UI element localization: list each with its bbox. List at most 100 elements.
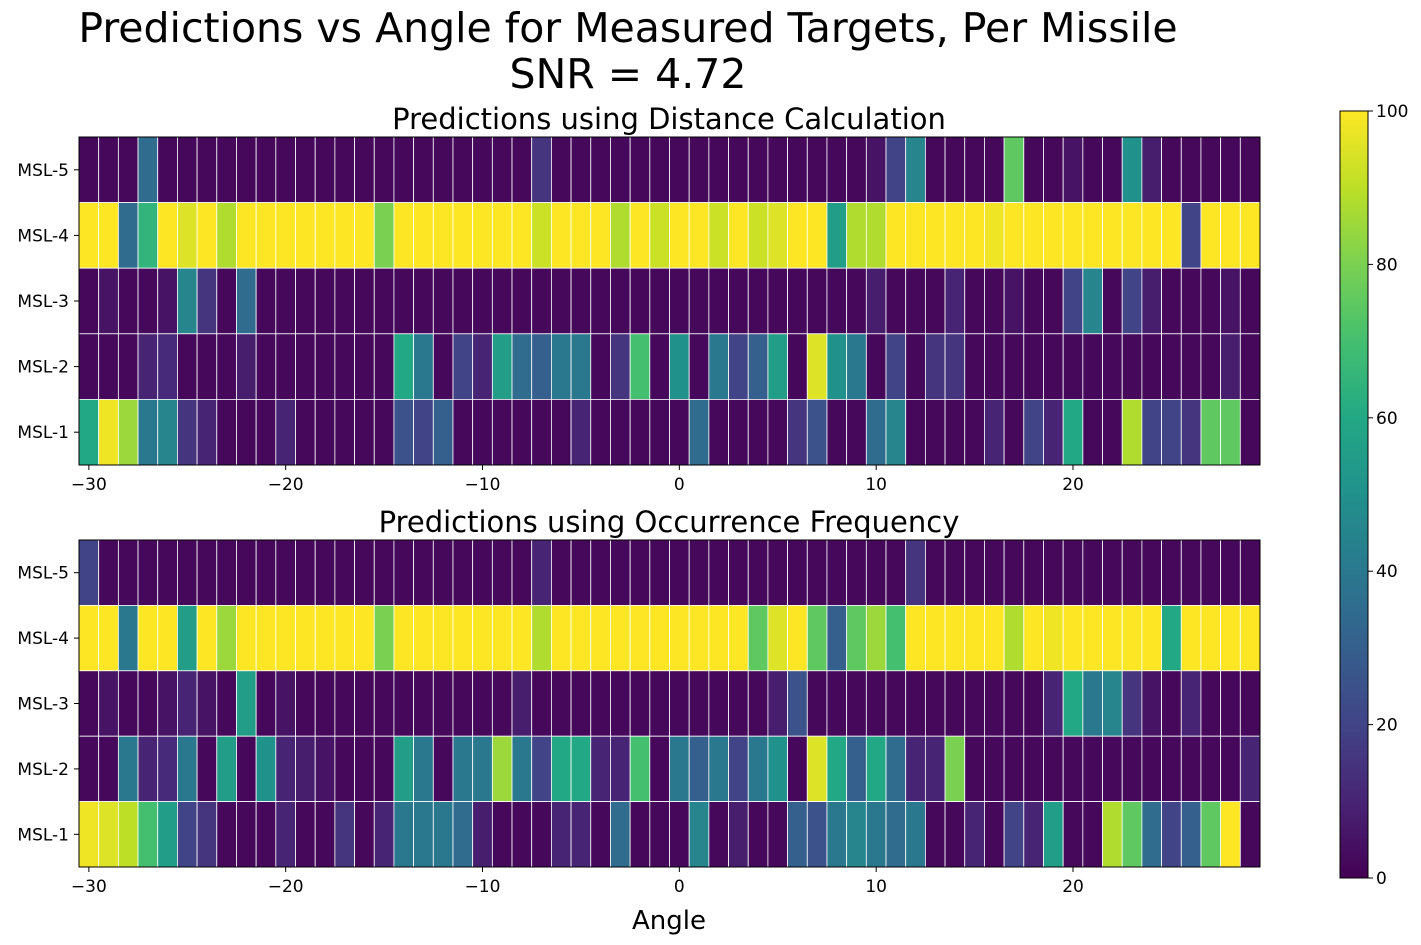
heatmap-cell: [295, 398, 316, 466]
heatmap-cell: [137, 202, 159, 269]
heatmap-cell: [767, 398, 789, 466]
heatmap-cell: [590, 267, 611, 335]
heatmap-cell: [865, 539, 887, 606]
heatmap-cell: [314, 539, 336, 606]
heatmap-cell: [491, 398, 513, 466]
heatmap-cell: [944, 136, 966, 203]
heatmap-cell: [295, 202, 316, 269]
heatmap-cell: [78, 801, 100, 868]
heatmap-cell: [747, 605, 769, 672]
x-tick-label: 0: [674, 877, 685, 897]
heatmap-cell: [1180, 539, 1202, 606]
heatmap-cell: [295, 333, 316, 400]
heatmap-cell: [236, 670, 257, 737]
heatmap-cell: [1082, 670, 1103, 737]
heatmap-cell: [728, 801, 749, 868]
heatmap-cell: [629, 267, 651, 335]
heatmap-cell: [216, 333, 237, 400]
heatmap-cell: [216, 136, 237, 203]
heatmap-cell: [177, 801, 198, 868]
heatmap-cell: [1121, 398, 1143, 466]
heatmap-cell: [924, 333, 946, 400]
heatmap-cell: [531, 801, 552, 868]
heatmap-cell: [669, 202, 690, 269]
heatmap-cell: [1239, 333, 1261, 400]
heatmap-cell: [610, 670, 631, 737]
heatmap-cell: [1121, 267, 1143, 335]
heatmap-cell: [767, 202, 789, 269]
heatmap-cell: [255, 605, 277, 672]
heatmap-cell: [255, 136, 277, 203]
heatmap-cell: [767, 136, 789, 203]
heatmap-cell: [472, 202, 493, 269]
heatmap-cell: [1141, 202, 1162, 269]
heatmap-cell: [472, 605, 493, 672]
heatmap-cell: [1102, 398, 1123, 466]
heatmap-cell: [610, 735, 631, 803]
heatmap-cell: [767, 670, 789, 737]
heatmap-cell: [472, 267, 493, 335]
heatmap-cell: [373, 398, 395, 466]
heatmap-cell: [590, 801, 611, 868]
heatmap-cell: [1200, 398, 1222, 466]
heatmap-cell: [78, 605, 100, 672]
heatmap-cell: [1121, 539, 1143, 606]
heatmap-cell: [452, 398, 474, 466]
heatmap-cell: [1062, 670, 1084, 737]
heatmap-cell: [924, 801, 946, 868]
heatmap-cell: [885, 735, 907, 803]
heatmap-cell: [708, 267, 729, 335]
heatmap-cell: [1220, 735, 1241, 803]
heatmap-cell: [806, 801, 828, 868]
heatmap-cell: [452, 267, 474, 335]
heatmap-cell: [255, 333, 277, 400]
heatmap-cell: [944, 735, 966, 803]
heatmap-cell: [767, 267, 789, 335]
heatmap-cell: [944, 202, 966, 269]
heatmap-cell: [1220, 333, 1241, 400]
heatmap-cell: [334, 267, 355, 335]
heatmap-cell: [649, 398, 670, 466]
heatmap-cell: [1121, 202, 1143, 269]
heatmap-cell: [1102, 136, 1123, 203]
heatmap-cell: [275, 801, 296, 868]
heatmap-cell: [491, 136, 513, 203]
heatmap-cell: [1062, 136, 1084, 203]
heatmap-cell: [1141, 605, 1162, 672]
heatmap-cell: [216, 398, 237, 466]
heatmap-cell: [708, 735, 729, 803]
heatmap-cell: [629, 735, 651, 803]
heatmap-cell: [531, 735, 552, 803]
heatmap-cell: [432, 539, 454, 606]
heatmap-cell: [885, 202, 907, 269]
heatmap-cell: [944, 333, 966, 400]
heatmap-cell: [432, 136, 454, 203]
heatmap-cell: [511, 333, 533, 400]
heatmap-cell: [708, 398, 729, 466]
heatmap-cell: [728, 539, 749, 606]
heatmap-cell: [787, 735, 808, 803]
heatmap-cell: [551, 398, 572, 466]
heatmap-cell: [1141, 539, 1162, 606]
heatmap-cell: [531, 605, 552, 672]
heatmap-cell: [649, 801, 670, 868]
colorbar-tick-label: 40: [1376, 562, 1398, 582]
heatmap-cell: [236, 333, 257, 400]
heatmap-cell: [767, 539, 789, 606]
heatmap-cell: [98, 670, 119, 737]
heatmap-cell: [924, 605, 946, 672]
heatmap-cell: [98, 267, 119, 335]
heatmap-cell: [216, 202, 237, 269]
heatmap-cell: [688, 801, 710, 868]
heatmap-cell: [1102, 267, 1123, 335]
heatmap-cell: [1239, 670, 1261, 737]
heatmap-cell: [334, 333, 355, 400]
heatmap-cell: [491, 735, 513, 803]
heatmap-cell: [137, 333, 159, 400]
heatmap-cell: [354, 202, 375, 269]
heatmap-cell: [117, 136, 139, 203]
heatmap-cell: [649, 605, 670, 672]
heatmap-cell: [1200, 267, 1222, 335]
heatmap-cell: [1043, 801, 1064, 868]
heatmap-cell: [885, 398, 907, 466]
